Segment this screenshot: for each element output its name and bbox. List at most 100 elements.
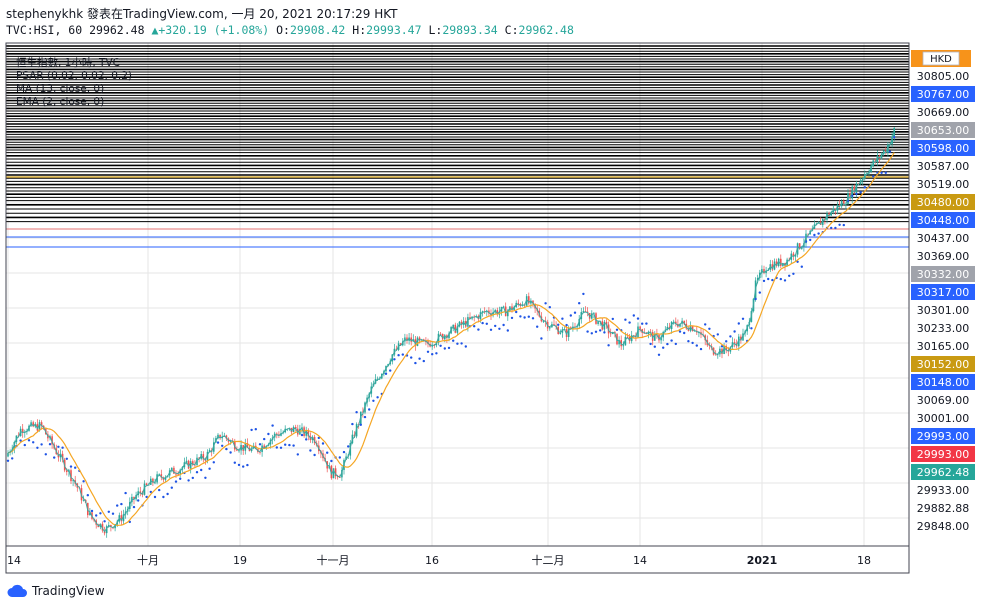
psar-dot — [527, 315, 530, 318]
candle-body — [456, 326, 459, 333]
candle-body — [164, 477, 167, 480]
psar-dot — [233, 461, 236, 464]
psar-dot — [779, 277, 782, 281]
psar-dot — [296, 453, 299, 456]
psar-dot — [670, 339, 673, 342]
psar-dot — [485, 322, 488, 325]
psar-dot — [456, 342, 459, 345]
close-value: 29962.48 — [518, 23, 574, 37]
psar-dot — [11, 457, 14, 460]
symbol-label[interactable]: TVC:HSI, 60 — [6, 23, 83, 37]
time-tick-label: 十月 — [137, 553, 159, 567]
psar-dot — [187, 479, 190, 482]
psar-dot — [531, 317, 535, 320]
psar-dot — [355, 411, 358, 414]
candle-body — [559, 332, 562, 334]
price-tick-label: 30805.00 — [917, 70, 970, 83]
psar-dot — [44, 453, 47, 456]
price-tick-label: 30233.00 — [917, 322, 970, 335]
candle-body — [441, 334, 444, 340]
psar-dot — [704, 323, 707, 326]
candle-body — [597, 321, 599, 324]
psar-dot — [393, 358, 396, 361]
psar-dot — [565, 323, 568, 327]
candle-body — [660, 337, 662, 341]
psar-dot — [435, 352, 438, 355]
psar-dot — [338, 456, 341, 459]
candle-body — [828, 213, 830, 216]
psar-dot — [397, 354, 400, 357]
psar-dot — [242, 465, 245, 468]
psar-dot — [225, 447, 228, 451]
candle-body — [70, 470, 72, 482]
candle-body — [591, 313, 593, 319]
candle-body — [410, 337, 412, 342]
change-value: +320.19 (+1.08%) — [158, 23, 270, 37]
psar-dot — [863, 186, 866, 189]
price-tick-label: 30437.00 — [917, 232, 970, 245]
time-axis[interactable]: 14 十月 19 十一月 16 十二月 14 2021 18 — [7, 553, 871, 567]
ma-line — [7, 152, 895, 527]
horizontal-levels — [6, 45, 909, 248]
candle-body — [21, 428, 24, 433]
psar-dot — [662, 346, 665, 349]
psar-dot — [86, 494, 90, 497]
candle-body — [236, 449, 238, 451]
psar-dot — [893, 136, 896, 139]
psar-dot — [330, 459, 333, 463]
currency-label: HKD — [930, 54, 952, 65]
psar-dot — [95, 514, 98, 517]
candle-body — [689, 326, 692, 331]
psar-dot — [678, 330, 682, 333]
psar-dot — [376, 396, 379, 399]
psar-dot — [477, 328, 480, 331]
psar-dot — [498, 327, 501, 330]
psar-dot — [452, 339, 455, 342]
psar-dot — [27, 439, 31, 442]
psar-dot — [653, 345, 656, 348]
candle-body — [189, 461, 192, 469]
psar-dot — [594, 330, 598, 333]
time-tick-label: 十二月 — [532, 553, 565, 567]
psar-dot — [884, 171, 887, 174]
psar-dot — [389, 369, 392, 372]
candle-body — [492, 312, 494, 316]
candle-body — [683, 320, 685, 324]
price-tick-label: 30001.00 — [917, 412, 970, 425]
candle-body — [244, 443, 247, 451]
price-tick-label: 29933.00 — [917, 484, 970, 497]
psar-dot — [61, 446, 64, 449]
psar-dot — [431, 353, 434, 356]
tradingview-logo[interactable]: TradingView — [6, 584, 105, 598]
candle-body — [567, 327, 570, 337]
candle-body — [612, 332, 614, 334]
candle-body — [542, 321, 545, 322]
candle-body — [259, 452, 261, 453]
candle-body — [59, 453, 62, 458]
candle-body — [294, 427, 297, 429]
psar-dot — [426, 350, 430, 353]
candle-body — [679, 323, 681, 327]
candle-body — [345, 456, 347, 460]
psar-dot — [174, 480, 178, 483]
time-tick-label: 19 — [233, 554, 247, 567]
candle-body — [654, 333, 656, 341]
price-axis[interactable]: 30805.00 30767.00 30669.00 30653.00 30598.00… — [911, 70, 975, 533]
price-tag-bg — [911, 428, 975, 444]
candle-body — [733, 342, 736, 344]
psar-dot — [683, 331, 686, 335]
price-tick-label: 30069.00 — [917, 394, 970, 407]
psar-dot — [729, 335, 732, 338]
candle-body — [242, 445, 244, 451]
candle-body — [311, 436, 314, 440]
psar-dot — [796, 260, 799, 263]
psar-dot — [288, 443, 291, 447]
psar-dot — [342, 450, 346, 454]
candle-body — [307, 430, 310, 437]
candle-body — [609, 333, 612, 335]
candle-body — [742, 333, 744, 341]
psar-dot — [519, 315, 522, 318]
candle-body — [38, 422, 41, 431]
low-value: 29893.34 — [442, 23, 498, 37]
